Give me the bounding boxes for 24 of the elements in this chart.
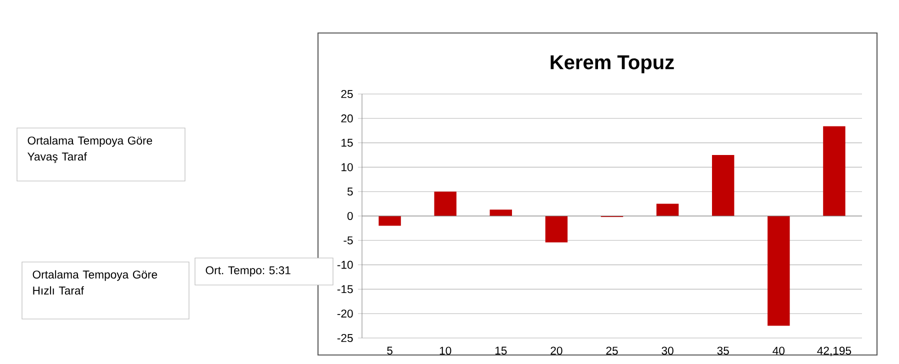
x-tick-label: 10 [440, 346, 452, 355]
y-tick-label: -10 [337, 260, 353, 269]
y-tick-label: 20 [341, 114, 353, 122]
x-tick-label: 35 [717, 346, 729, 355]
x-tick-label: 40 [772, 346, 785, 355]
text: Ortalama Tempoya Göre Hızlı Taraf [32, 270, 158, 295]
x-tick-label: 30 [662, 346, 674, 355]
y-tick-label: 15 [342, 138, 353, 147]
text: Ort. Tempo: 5:31 [206, 266, 290, 277]
y-tick-label: -25 [337, 334, 353, 342]
y-tick-label: 0 [347, 212, 353, 220]
x-tick-label: 15 [495, 346, 507, 355]
y-tick-label: 25 [341, 90, 353, 98]
x-tick-label: 20 [550, 346, 562, 355]
y-tick-label: -20 [337, 310, 353, 318]
text: Ortalama Tempoya Göre Yavaş Taraf [28, 136, 152, 163]
y-tick-label: -5 [344, 236, 353, 244]
x-tick-label: 25 [606, 346, 618, 355]
y-tick-label: 5 [347, 188, 353, 196]
chart-title: Kerem Topuz [550, 55, 674, 74]
y-tick-label: 10 [342, 163, 353, 172]
x-tick-label: 5 [387, 346, 392, 355]
y-tick-label: -15 [337, 285, 353, 294]
x-tick-label: 42,195 [817, 346, 852, 356]
